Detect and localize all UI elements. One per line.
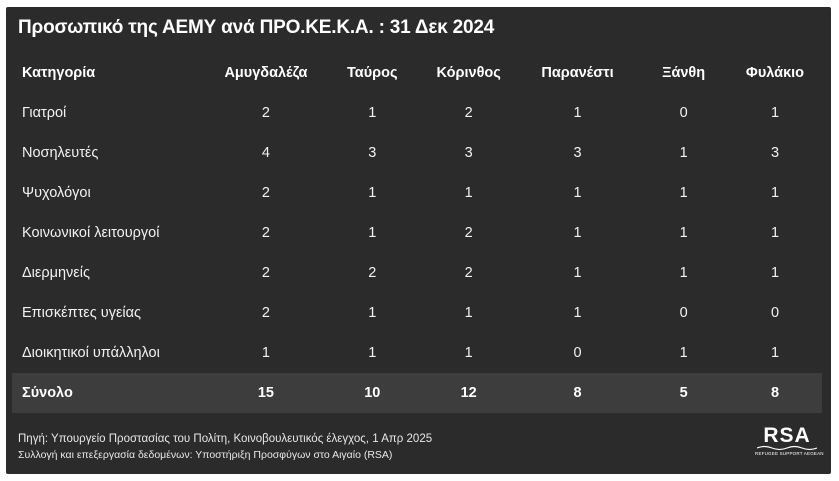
cell-value: 1 [573,225,582,241]
cell-value: 1 [770,185,780,201]
total-label: Σύνολο [12,373,209,413]
cell-value: 2 [464,225,473,241]
cell-value: 3 [464,145,473,161]
source-note: Πηγή: Υπουργείο Προστασίας του Πολίτη, Κ… [18,433,433,445]
cell-value: 1 [368,105,377,121]
cell-value: 2 [261,185,270,201]
cell-value: 1 [770,265,780,281]
cell-value: 1 [464,345,473,361]
row-label: Ψυχολόγοι [22,185,91,201]
cell-value: 1 [573,105,582,121]
cell-value: 0 [679,105,688,121]
cell-value: 2 [368,265,377,281]
total-value: 5 [639,373,728,413]
cell-value: 1 [261,345,270,361]
row-label: Επισκέπτες υγείας [22,305,142,321]
total-value: 10 [322,373,422,413]
cell-value: 3 [770,145,780,161]
row-label: Γιατροί [22,105,67,121]
row-label: Διερμηνείς [22,265,90,281]
cell-value: 2 [261,105,270,121]
cell-value: 4 [261,145,270,161]
header-fylakio: Φυλάκιο [745,65,805,81]
table-header-row: Κατηγορία Αμυγδαλέζα Ταύρος Κόρινθος Παρ… [12,53,822,93]
cell-value: 2 [464,265,473,281]
header-amygdaleza: Αμυγδαλέζα [224,65,308,81]
table-row: Ψυχολόγοι 2 1 1 1 1 1 [12,173,822,213]
table-row: Νοσηλευτές 4 3 3 3 1 3 [12,133,822,173]
total-value: 8 [515,373,640,413]
cell-value: 1 [464,185,473,201]
header-tavros: Ταύρος [347,65,398,81]
table-row: Διοικητικοί υπάλληλοι 1 1 1 0 1 1 [12,333,822,373]
header-xanthi: Ξάνθη [662,65,706,81]
cell-value: 1 [679,265,688,281]
cell-value: 1 [368,345,377,361]
cell-value: 1 [679,185,688,201]
logo-mark: RSA [763,424,811,447]
table-card: Προσωπικό της ΑΕΜΥ ανά ΠΡΟ.ΚΕ.Κ.Α. : 31 … [6,7,831,474]
cell-value: 0 [770,305,780,321]
table-row: Γιατροί 2 1 2 1 0 1 [12,93,822,133]
table-row: Επισκέπτες υγείας 2 1 1 1 0 0 [12,293,822,333]
header-korinthos: Κόρινθος [436,65,501,81]
cell-value: 1 [770,225,780,241]
cell-value: 1 [573,185,582,201]
cell-value: 1 [679,225,688,241]
cell-value: 1 [368,305,377,321]
header-category: Κατηγορία [22,65,96,81]
cell-value: 2 [261,265,270,281]
cell-value: 1 [770,105,780,121]
total-value: 12 [421,373,516,413]
cell-value: 1 [464,305,473,321]
table-row: Διερμηνείς 2 2 2 1 1 1 [12,253,822,293]
footer: Πηγή: Υπουργείο Προστασίας του Πολίτη, Κ… [18,431,432,463]
row-label: Διοικητικοί υπάλληλοι [22,345,160,361]
cell-value: 2 [261,305,270,321]
cell-value: 1 [368,185,377,201]
cell-value: 1 [770,345,780,361]
credit-note: Συλλογή και επεξεργασία δεδομένων: Υποστ… [18,449,393,461]
cell-value: 2 [464,105,473,121]
row-label: Κοινωνικοί λειτουργοί [22,225,160,241]
cell-value: 0 [679,305,688,321]
cell-value: 1 [368,225,377,241]
cell-value: 1 [679,345,688,361]
header-paranesti: Παρανέστι [541,65,614,81]
cell-value: 1 [573,305,582,321]
wave-icon [757,445,817,451]
cell-value: 3 [573,145,582,161]
rsa-logo: RSA REFUGEE SUPPORT AEGEAN [755,424,824,465]
staff-table: Κατηγορία Αμυγδαλέζα Ταύρος Κόρινθος Παρ… [12,53,822,413]
cell-value: 3 [368,145,377,161]
table-row: Κοινωνικοί λειτουργοί 2 1 2 1 1 1 [12,213,822,253]
logo-subtitle: REFUGEE SUPPORT AEGEAN [755,451,824,456]
cell-value: 2 [261,225,270,241]
cell-value: 1 [679,145,688,161]
total-value: 8 [727,373,822,413]
cell-value: 0 [573,345,582,361]
total-value: 15 [208,373,323,413]
total-row: Σύνολο 15 10 12 8 5 8 [12,373,822,413]
cell-value: 1 [573,265,582,281]
page-title: Προσωπικό της ΑΕΜΥ ανά ΠΡΟ.ΚΕ.Κ.Α. : 31 … [18,17,495,38]
row-label: Νοσηλευτές [22,145,99,161]
